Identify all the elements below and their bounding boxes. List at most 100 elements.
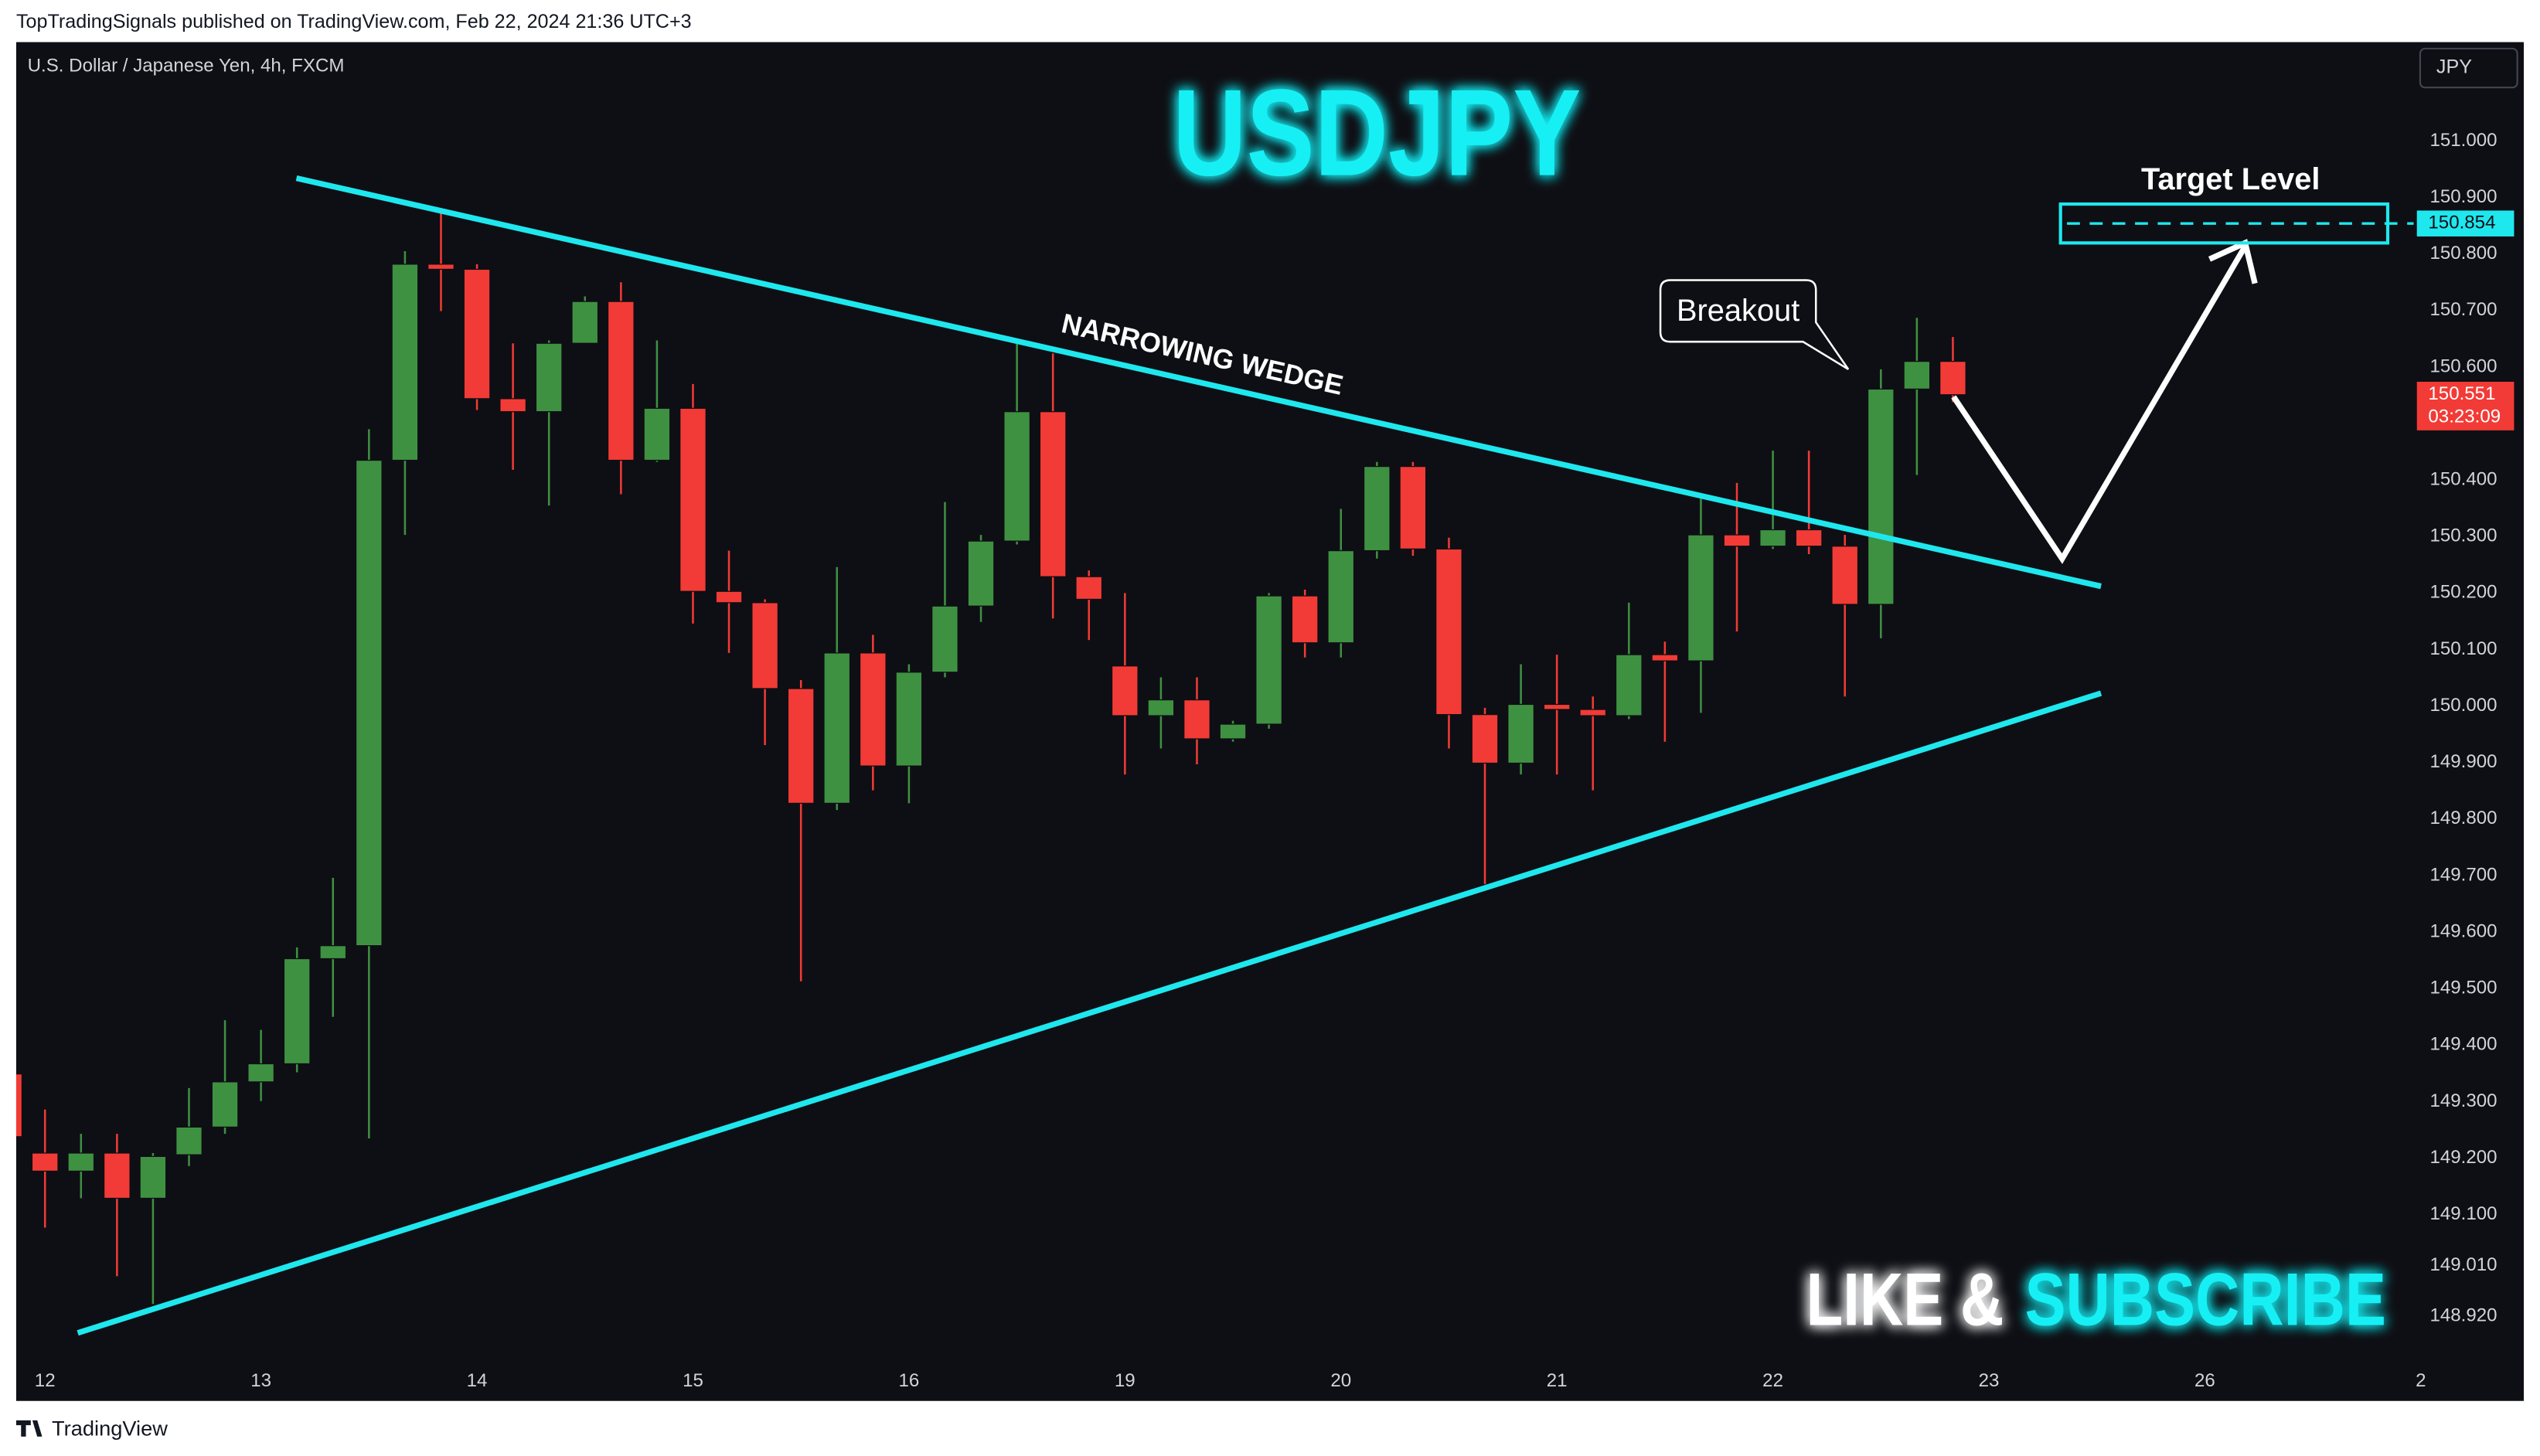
y-tick-label: 150.200: [2429, 582, 2497, 603]
candle-body: [1327, 549, 1355, 644]
candle-body: [175, 1126, 203, 1155]
subtitle: U.S. Dollar / Japanese Yen, 4h, FXCM: [28, 55, 345, 76]
candle-body: [1903, 360, 1931, 390]
last-price-label: 150.551: [2428, 383, 2495, 404]
candle-body: [1867, 388, 1895, 605]
candle-body: [319, 945, 347, 960]
y-tick-label: 150.100: [2429, 638, 2497, 659]
x-tick-label: 12: [35, 1370, 56, 1391]
candle-body: [1435, 548, 1462, 716]
y-tick-label: 150.900: [2429, 186, 2497, 207]
y-tick-label: 150.800: [2429, 243, 2497, 264]
candle-body: [1615, 654, 1643, 716]
candle-body: [1183, 699, 1210, 740]
countdown: 03:23:09: [2428, 406, 2501, 427]
x-tick-label: 19: [1115, 1370, 1136, 1391]
candle-body: [355, 459, 383, 947]
x-tick-label: 15: [683, 1370, 703, 1391]
x-tick-label: 21: [1547, 1370, 1568, 1391]
y-tick-label: 150.000: [2429, 695, 2497, 716]
candle-body: [607, 301, 635, 461]
target-label: Target Level: [2141, 162, 2320, 196]
candle-body: [15, 1073, 23, 1138]
y-tick-label: 149.400: [2429, 1034, 2497, 1055]
target-price-box: [2416, 210, 2514, 236]
candle-body: [715, 590, 743, 604]
candle-body: [1723, 534, 1751, 547]
promo-like: LIKE &: [1806, 1259, 2004, 1342]
wedge-lower-line: [77, 690, 2102, 1336]
candle-body: [643, 407, 671, 461]
candle-body: [1363, 465, 1391, 552]
projection-arrow: [1951, 244, 2248, 564]
y-tick-label: 149.800: [2429, 808, 2497, 828]
x-tick-label: 26: [2194, 1370, 2215, 1391]
candle-body: [67, 1152, 95, 1172]
candle-body: [1003, 411, 1031, 542]
promo-subscribe: SUBSCRIBE: [2025, 1259, 2386, 1342]
y-tick-label: 150.600: [2429, 355, 2497, 376]
candle-body: [931, 605, 958, 673]
candle-body: [1507, 703, 1534, 764]
y-tick-label: 150.700: [2429, 299, 2497, 320]
candle-body: [1939, 360, 1966, 396]
candle-body: [1075, 576, 1103, 600]
x-tick-label: 22: [1762, 1370, 1783, 1391]
last-price-box: [2416, 381, 2514, 430]
candle-body: [427, 264, 455, 270]
candle-body: [895, 672, 923, 767]
x-tick-label: 20: [1330, 1370, 1351, 1391]
x-tick-label: 2: [2416, 1370, 2426, 1391]
candle-body: [571, 301, 599, 344]
candle-body: [391, 264, 419, 461]
y-tick-label: 149.200: [2429, 1147, 2497, 1168]
y-tick-label: 149.300: [2429, 1090, 2497, 1111]
candle-body: [463, 268, 491, 400]
x-tick-label: 23: [1979, 1370, 2000, 1391]
candle-body: [1219, 723, 1247, 740]
candle-body: [211, 1081, 239, 1128]
y-tick-label: 149.900: [2429, 751, 2497, 772]
footer: TradingView: [52, 1417, 168, 1441]
candle-body: [1471, 713, 1499, 764]
candle-body: [1651, 654, 1679, 662]
candle-body: [535, 342, 563, 413]
candle-body: [967, 540, 995, 607]
y-tick-label: 149.700: [2429, 864, 2497, 885]
candle-body: [1255, 595, 1282, 725]
candles: [15, 210, 1966, 1305]
breakout-label: Breakout: [1677, 294, 1799, 328]
candle-body: [247, 1063, 275, 1083]
candle-body: [1399, 465, 1427, 549]
y-tick-label: 149.010: [2429, 1254, 2497, 1275]
candle-body: [31, 1152, 59, 1172]
candle-body: [103, 1152, 131, 1199]
breakout-callout: [1659, 279, 1850, 370]
candle-body: [679, 407, 707, 592]
candle-body: [1579, 709, 1607, 716]
candle-body: [751, 602, 779, 689]
y-tick-label: 151.000: [2429, 130, 2497, 151]
candle-body: [1039, 411, 1067, 577]
currency[interactable]: JPY: [2436, 56, 2472, 78]
candle-body: [1543, 703, 1571, 710]
y-tick-label: 148.920: [2429, 1305, 2497, 1326]
candle-body: [787, 688, 815, 805]
x-tick-label: 13: [250, 1370, 271, 1391]
currency-button[interactable]: [2419, 47, 2518, 89]
candle-body: [1759, 529, 1786, 547]
candle-body: [1687, 534, 1714, 662]
candle-body: [1795, 529, 1823, 547]
x-tick-label: 16: [898, 1370, 919, 1391]
y-tick-label: 149.500: [2429, 978, 2497, 998]
y-tick-label: 149.100: [2429, 1203, 2497, 1224]
header: TopTradingSignals published on TradingVi…: [16, 11, 692, 32]
candle-body: [859, 652, 887, 767]
y-tick-label: 150.300: [2429, 526, 2497, 546]
y-tick-label: 150.400: [2429, 469, 2497, 490]
candle-body: [1111, 665, 1139, 716]
x-tick-label: 14: [467, 1370, 488, 1391]
footer-logo: [15, 1420, 43, 1437]
